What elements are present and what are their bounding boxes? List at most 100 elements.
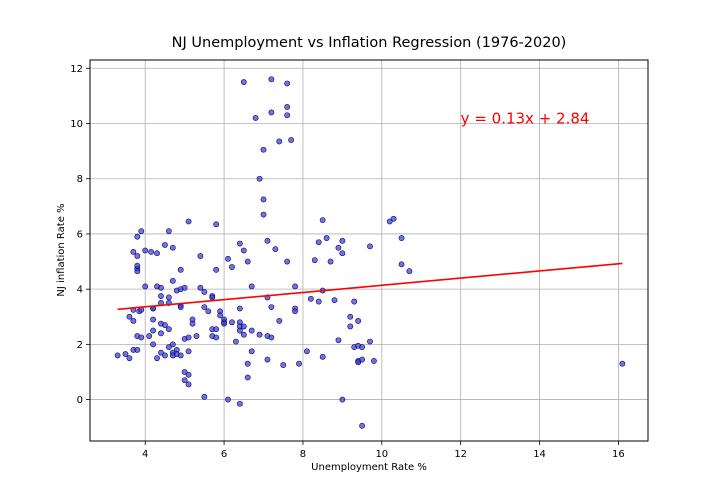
data-point xyxy=(213,326,220,333)
y-tick-label: 4 xyxy=(77,285,83,296)
data-point xyxy=(229,319,235,326)
data-point xyxy=(181,284,188,291)
data-point xyxy=(225,396,231,403)
data-point xyxy=(201,304,208,310)
data-point xyxy=(367,243,373,250)
data-point xyxy=(185,218,192,225)
data-point xyxy=(284,80,291,87)
data-point xyxy=(229,264,235,270)
y-tick-label: 8 xyxy=(77,174,83,185)
data-point xyxy=(268,76,275,83)
data-point xyxy=(165,326,172,333)
data-point xyxy=(315,298,322,305)
y-axis-ticks: 0 2 4 6 8 10 12 xyxy=(70,64,90,406)
data-point xyxy=(406,268,413,275)
data-point xyxy=(142,247,149,254)
data-point xyxy=(122,351,129,357)
x-tick-label: 6 xyxy=(221,449,227,460)
data-point xyxy=(158,330,164,337)
data-point xyxy=(260,146,267,153)
x-tick-label: 12 xyxy=(454,449,467,460)
data-point xyxy=(315,239,322,246)
data-point xyxy=(217,312,224,319)
data-point xyxy=(130,248,137,255)
data-point xyxy=(351,298,358,305)
data-point xyxy=(154,355,160,362)
data-point xyxy=(296,360,302,367)
data-point xyxy=(169,277,176,284)
data-point xyxy=(339,250,346,257)
data-point xyxy=(260,211,267,218)
data-point xyxy=(284,104,291,110)
data-point xyxy=(256,175,263,182)
data-point xyxy=(165,344,172,351)
data-point xyxy=(398,235,405,241)
data-point xyxy=(244,360,251,367)
data-point xyxy=(158,349,164,356)
data-point xyxy=(177,352,184,359)
data-point xyxy=(236,327,243,334)
x-axis-label: Unemployment Rate % xyxy=(311,462,427,473)
x-tick-label: 4 xyxy=(142,449,148,460)
data-points xyxy=(114,76,626,429)
data-point xyxy=(158,284,164,291)
data-point xyxy=(359,422,365,429)
data-point xyxy=(359,356,365,363)
data-point xyxy=(114,352,121,359)
data-point xyxy=(236,400,243,407)
data-point xyxy=(292,308,298,315)
data-point xyxy=(398,261,405,268)
data-point xyxy=(311,257,318,264)
data-point xyxy=(284,258,291,265)
data-point xyxy=(197,253,204,259)
regression-equation: y = 0.13x + 2.84 xyxy=(461,110,590,128)
data-point xyxy=(292,283,298,290)
data-point xyxy=(148,248,155,255)
data-point xyxy=(205,308,212,315)
data-point xyxy=(154,250,160,257)
data-point xyxy=(165,294,172,301)
data-point xyxy=(138,228,145,235)
data-point xyxy=(339,396,346,403)
data-point xyxy=(162,242,168,248)
data-point xyxy=(213,266,220,273)
plot-area-frame xyxy=(89,59,649,442)
data-point xyxy=(390,215,397,222)
data-point xyxy=(158,293,164,299)
x-tick-label: 8 xyxy=(300,449,306,460)
data-point xyxy=(319,353,326,360)
data-point xyxy=(256,331,263,338)
x-tick-label: 10 xyxy=(375,449,388,460)
data-point xyxy=(213,334,220,341)
y-tick-label: 12 xyxy=(70,64,83,75)
data-point xyxy=(150,341,156,348)
data-point xyxy=(244,374,251,381)
data-point xyxy=(185,348,192,355)
data-point xyxy=(264,237,271,244)
data-point xyxy=(185,334,192,341)
data-point xyxy=(126,355,133,362)
data-point xyxy=(177,304,184,310)
data-point xyxy=(240,79,247,85)
data-point xyxy=(221,320,227,327)
data-point xyxy=(386,218,393,225)
data-point xyxy=(146,333,153,339)
data-point xyxy=(126,313,133,320)
x-tick-label: 14 xyxy=(533,449,546,460)
data-point xyxy=(359,344,365,351)
x-axis-ticks: 4 6 8 10 12 14 16 xyxy=(142,441,625,460)
data-point xyxy=(185,371,192,378)
regression-line-group xyxy=(117,262,623,311)
data-point xyxy=(355,359,362,366)
data-point xyxy=(323,235,330,241)
data-point xyxy=(134,262,141,269)
data-point xyxy=(248,283,255,290)
data-point xyxy=(185,381,192,388)
data-point xyxy=(276,138,283,145)
data-point xyxy=(367,338,373,345)
x-tick-label: 16 xyxy=(612,449,625,460)
grid-lines xyxy=(90,60,648,441)
data-point xyxy=(272,246,279,253)
data-point xyxy=(248,348,255,355)
y-axis-label: NJ inflation Rate % xyxy=(56,203,67,296)
